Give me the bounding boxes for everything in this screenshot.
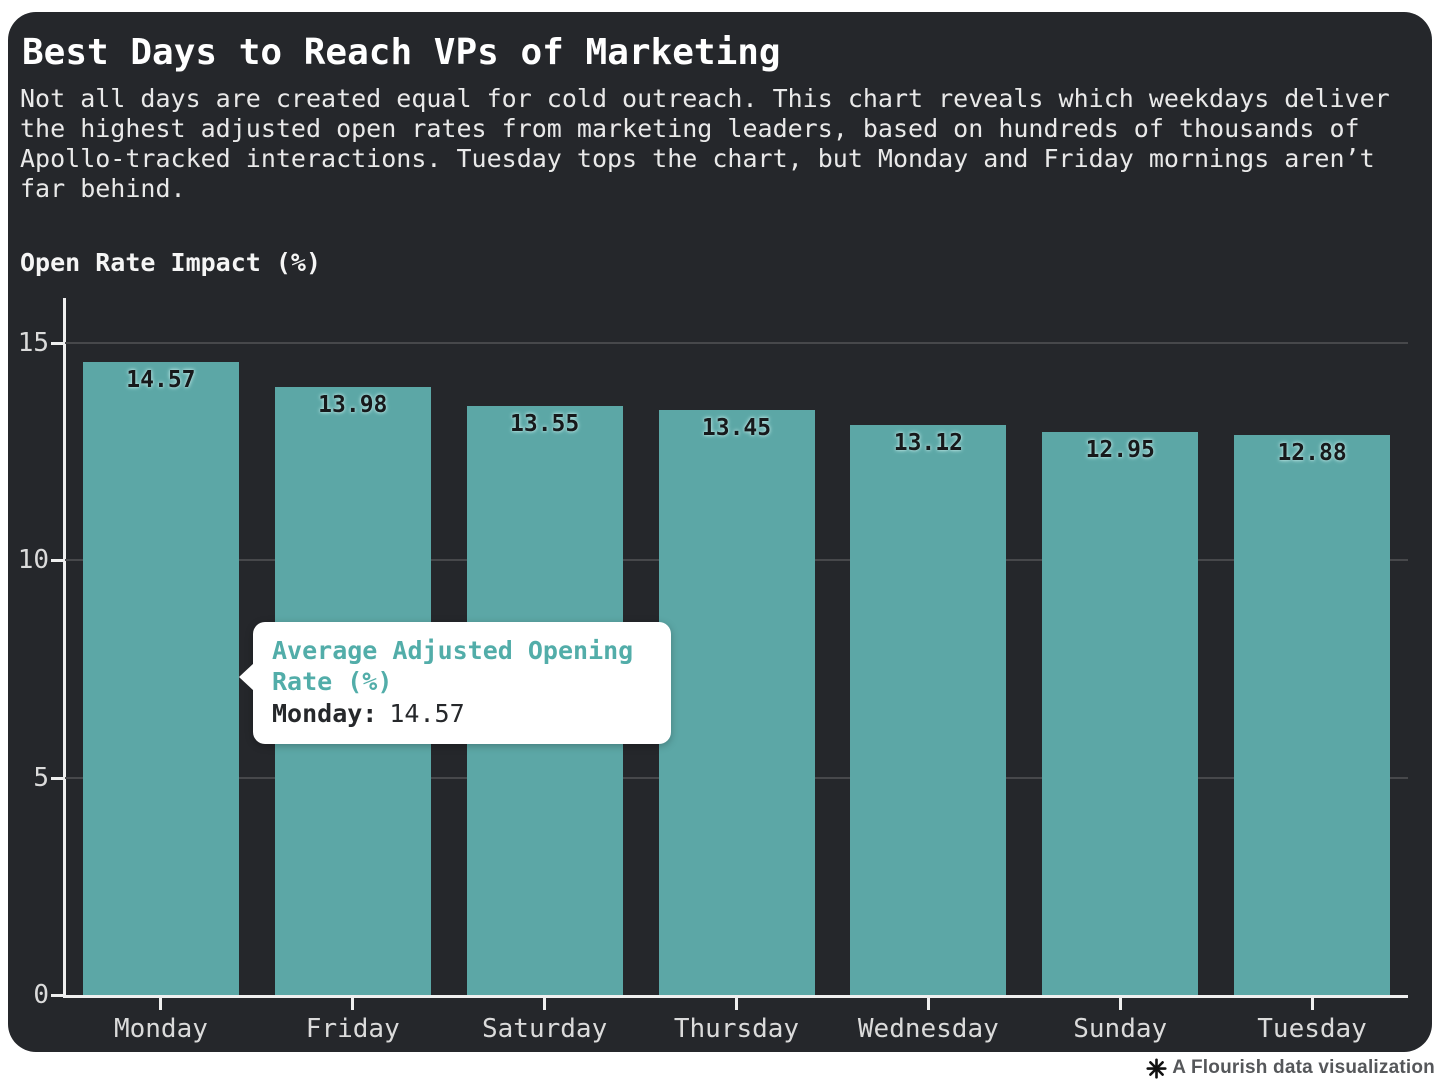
bar[interactable]: 12.95: [1042, 432, 1199, 995]
bar[interactable]: 13.45: [658, 410, 815, 995]
y-axis-tick-label: 5: [33, 762, 49, 793]
tooltip: Average Adjusted Opening Rate (%) Monday…: [239, 622, 671, 744]
tooltip-category: Monday:: [272, 699, 378, 728]
x-axis-tick: [735, 998, 738, 1010]
plot-area: 0 5 10 15 14.57 Monday 13.98 Friday 13.55 Saturda…: [8, 12, 1432, 1052]
tooltip-series-label: Average Adjusted Opening Rate (%): [272, 636, 634, 696]
attribution-text: A Flourish data visualization: [1172, 1057, 1435, 1078]
page-title: Best Days to Reach VPs of Marketing: [22, 32, 781, 73]
x-axis-tick: [926, 998, 930, 1010]
x-axis-label: Monday: [113, 1014, 208, 1044]
bar-value-label: 13.98: [318, 392, 388, 419]
y-axis-tick-label: 15: [17, 328, 49, 358]
attribution-footer[interactable]: A Flourish data visualization: [1146, 1054, 1435, 1082]
y-axis-tick: [51, 994, 63, 997]
y-axis-title: Open Rate Impact (%): [20, 248, 322, 277]
bar-value-label: 12.88: [1277, 440, 1347, 467]
bar-value-label: 13.55: [510, 411, 580, 438]
y-axis-tick: [51, 776, 63, 780]
flourish-asterisk-icon: [1146, 1057, 1167, 1079]
gridline: [65, 342, 1408, 344]
x-axis-line: [63, 995, 1408, 998]
x-axis-label: Thursday: [673, 1014, 800, 1044]
x-axis-tick: [543, 998, 547, 1010]
y-axis-tick: [51, 559, 63, 563]
bar[interactable]: 13.12: [850, 424, 1007, 995]
x-axis-tick: [159, 998, 163, 1010]
y-axis-tick: [51, 342, 63, 345]
x-axis-label: Saturday: [482, 1014, 608, 1044]
bar[interactable]: 12.88: [1234, 435, 1391, 995]
bar-value-label: 14.57: [126, 366, 196, 393]
y-axis-line: [63, 298, 66, 998]
x-axis-tick: [1310, 998, 1314, 1010]
bar[interactable]: 14.57: [82, 361, 239, 995]
chart-description: Not all days are created equal for cold …: [20, 84, 1390, 203]
y-axis-tick-label: 0: [33, 980, 49, 1010]
y-axis-tick-label: 10: [17, 545, 49, 576]
x-axis-label: Friday: [305, 1014, 400, 1044]
x-axis-label: Sunday: [1073, 1014, 1168, 1044]
bar-value-label: 13.45: [701, 415, 772, 442]
chart-card: Best Days to Reach VPs of Marketing Not …: [8, 12, 1432, 1052]
tooltip-arrow-icon: [239, 663, 254, 691]
x-axis-tick: [1118, 998, 1122, 1010]
bar-value-label: 12.95: [1085, 437, 1155, 464]
x-axis-tick: [351, 998, 355, 1010]
x-axis-label: Wednesday: [857, 1014, 999, 1044]
tooltip-value-row: Monday: 14.57: [272, 698, 652, 729]
bar-value-label: 13.12: [893, 429, 963, 456]
tooltip-value: 14.57: [389, 699, 465, 728]
x-axis-label: Tuesday: [1257, 1014, 1367, 1044]
